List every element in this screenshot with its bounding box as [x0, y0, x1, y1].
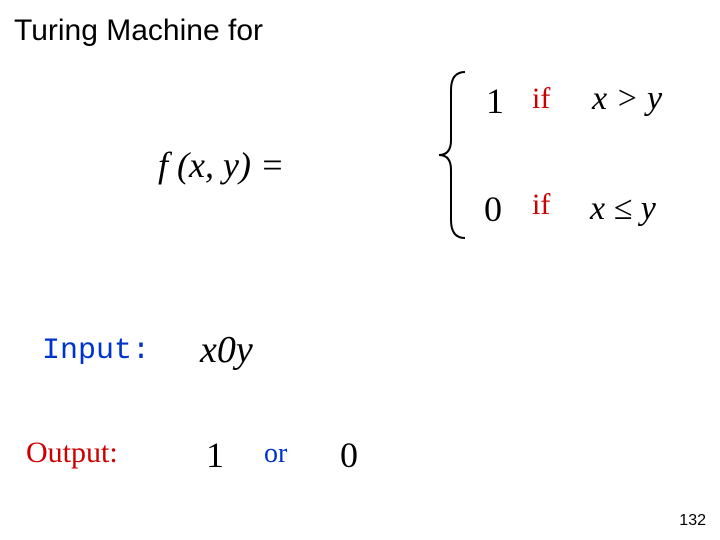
case2-if: if — [532, 188, 550, 222]
case2-value: 0 — [484, 188, 502, 230]
input-value: x0y — [200, 328, 253, 372]
page-number: 132 — [679, 512, 706, 530]
case1-value: 1 — [486, 80, 504, 122]
output-value-0: 0 — [340, 434, 358, 476]
slide-title: Turing Machine for — [14, 14, 263, 48]
output-or: or — [264, 438, 287, 470]
case2-condition: x ≤ y — [590, 190, 656, 228]
function-lhs: f (x, y) = — [158, 144, 284, 186]
output-value-1: 1 — [206, 434, 224, 476]
case1-if: if — [532, 82, 550, 116]
output-label: Output: — [26, 436, 118, 470]
case1-condition: x > y — [592, 80, 662, 118]
input-label: Input: — [42, 334, 150, 368]
brace-left — [435, 70, 475, 240]
